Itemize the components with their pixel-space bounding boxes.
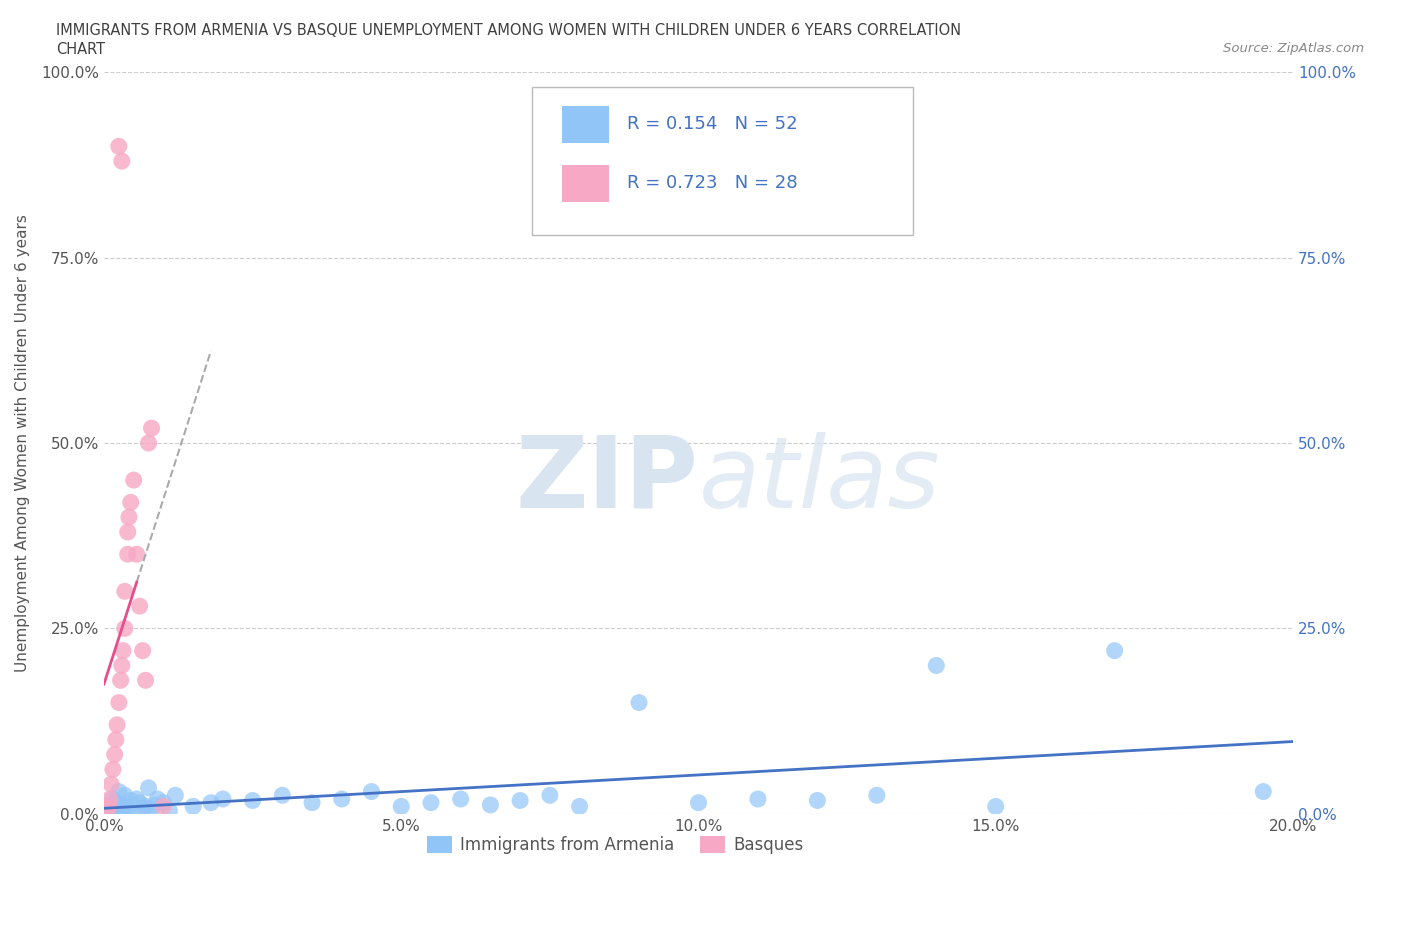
- FancyBboxPatch shape: [562, 105, 609, 142]
- Point: [117, 803, 139, 817]
- Point: [131, 801, 153, 816]
- Point: [101, 762, 124, 777]
- Y-axis label: Unemployment Among Women with Children Under 6 years: Unemployment Among Women with Children U…: [15, 214, 30, 672]
- FancyBboxPatch shape: [531, 87, 912, 235]
- Point: [98, 791, 121, 806]
- Point: [97, 803, 120, 817]
- Point: [111, 798, 134, 813]
- Point: [114, 788, 136, 803]
- Point: [96, 804, 118, 819]
- Point: [420, 795, 443, 810]
- Point: [114, 621, 136, 636]
- Point: [128, 599, 150, 614]
- Point: [131, 644, 153, 658]
- FancyBboxPatch shape: [562, 165, 609, 202]
- Point: [101, 791, 124, 806]
- Point: [111, 658, 134, 673]
- Point: [538, 788, 561, 803]
- Point: [271, 788, 294, 803]
- Point: [866, 788, 889, 803]
- Point: [143, 798, 166, 813]
- Point: [111, 153, 134, 168]
- Point: [98, 799, 121, 814]
- Point: [138, 435, 160, 450]
- Point: [108, 139, 131, 153]
- Point: [330, 791, 353, 806]
- Point: [141, 803, 163, 817]
- Point: [568, 799, 591, 814]
- Point: [120, 793, 142, 808]
- Point: [104, 747, 127, 762]
- Point: [117, 525, 139, 539]
- Point: [806, 793, 828, 808]
- Point: [104, 732, 127, 747]
- Point: [104, 795, 127, 810]
- Point: [120, 495, 142, 510]
- Point: [141, 420, 163, 435]
- Point: [1104, 644, 1126, 658]
- Point: [114, 584, 136, 599]
- Point: [152, 799, 174, 814]
- Point: [509, 793, 531, 808]
- Point: [360, 784, 382, 799]
- Point: [105, 717, 128, 732]
- Point: [984, 799, 1007, 814]
- Point: [135, 673, 157, 688]
- Point: [104, 801, 127, 816]
- Point: [152, 795, 174, 810]
- Point: [1251, 784, 1274, 799]
- Point: [212, 791, 235, 806]
- Point: [157, 804, 180, 818]
- Legend: Immigrants from Armenia, Basques: Immigrants from Armenia, Basques: [420, 830, 810, 861]
- Point: [389, 799, 412, 814]
- Point: [200, 795, 222, 810]
- Point: [111, 804, 134, 819]
- Point: [100, 804, 122, 819]
- Point: [138, 780, 160, 795]
- Point: [628, 695, 651, 710]
- Point: [122, 472, 145, 487]
- Point: [108, 695, 131, 710]
- Point: [97, 799, 120, 814]
- Text: ZIP: ZIP: [516, 432, 699, 528]
- Point: [108, 784, 131, 799]
- Point: [747, 791, 769, 806]
- Point: [118, 510, 141, 525]
- Point: [110, 673, 132, 688]
- Point: [122, 804, 145, 819]
- Point: [110, 802, 132, 817]
- Point: [100, 777, 122, 791]
- Point: [242, 793, 264, 808]
- Point: [117, 547, 139, 562]
- Text: R = 0.154   N = 52: R = 0.154 N = 52: [627, 115, 797, 133]
- Point: [165, 788, 187, 803]
- Text: atlas: atlas: [699, 432, 941, 528]
- Point: [301, 795, 323, 810]
- Point: [128, 795, 150, 810]
- Text: Source: ZipAtlas.com: Source: ZipAtlas.com: [1223, 42, 1364, 55]
- Text: CHART: CHART: [56, 42, 105, 57]
- Point: [146, 791, 169, 806]
- Point: [115, 799, 138, 814]
- Text: R = 0.723   N = 28: R = 0.723 N = 28: [627, 175, 797, 193]
- Point: [925, 658, 948, 673]
- Text: IMMIGRANTS FROM ARMENIA VS BASQUE UNEMPLOYMENT AMONG WOMEN WITH CHILDREN UNDER 6: IMMIGRANTS FROM ARMENIA VS BASQUE UNEMPL…: [56, 23, 962, 38]
- Point: [181, 799, 204, 814]
- Point: [125, 547, 148, 562]
- Point: [96, 803, 118, 817]
- Point: [125, 791, 148, 806]
- Point: [135, 799, 157, 814]
- Point: [450, 791, 472, 806]
- Point: [111, 644, 134, 658]
- Point: [688, 795, 710, 810]
- Point: [105, 804, 128, 818]
- Point: [479, 798, 502, 813]
